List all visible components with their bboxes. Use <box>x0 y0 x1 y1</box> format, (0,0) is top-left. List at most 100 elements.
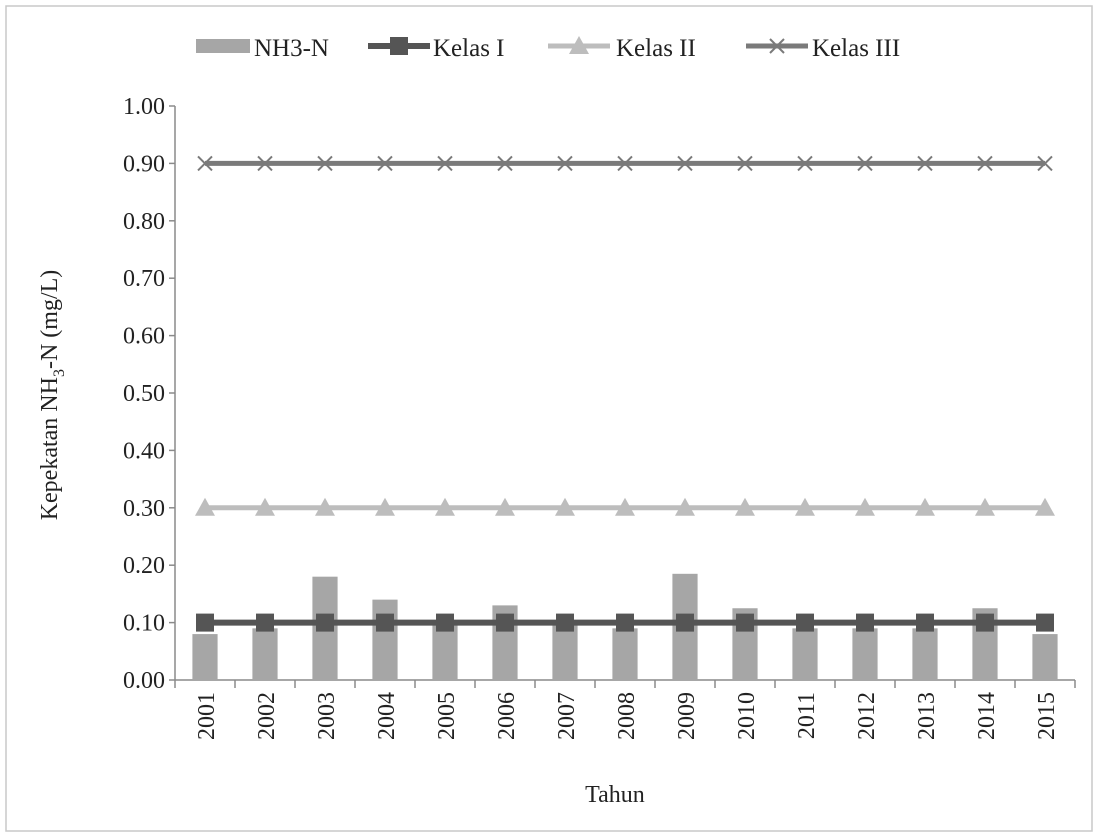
y-axis: 0.00 0.10 0.20 0.30 0.40 0.50 0.60 0.70 0.80 0.90… <box>123 94 176 694</box>
chart-border <box>5 5 1093 832</box>
marker-kelas-iii <box>317 155 333 172</box>
marker-kelas-ii <box>795 497 815 516</box>
marker-kelas-ii <box>975 497 995 516</box>
y-tick-label: 1.00 <box>123 94 165 120</box>
legend-marker-kelas1 <box>390 37 408 55</box>
y-tick-label: 0.00 <box>123 668 165 694</box>
legend-label-kelas3: Kelas III <box>812 35 900 62</box>
marker-kelas-i <box>376 613 394 632</box>
marker-kelas-ii <box>735 497 755 516</box>
x-tick-label: 2011 <box>794 692 820 739</box>
bar-nh3n <box>912 628 938 680</box>
marker-kelas-ii <box>915 497 935 516</box>
marker-kelas-iii <box>737 155 753 172</box>
y-tick-label: 0.80 <box>123 209 165 235</box>
marker-kelas-iii <box>497 155 513 172</box>
marker-kelas-ii <box>255 497 275 516</box>
x-tick-label: 2004 <box>374 692 400 740</box>
marker-kelas-ii <box>435 497 455 516</box>
bar-nh3n <box>372 599 398 680</box>
x-tick-label: 2006 <box>494 692 520 740</box>
legend-label-kelas1: Kelas I <box>433 35 505 62</box>
x-tick-label: 2015 <box>1034 692 1060 740</box>
bar-nh3n <box>1032 634 1058 680</box>
marker-kelas-ii <box>375 497 395 516</box>
x-tick-label: 2005 <box>434 692 460 740</box>
marker-kelas-i <box>556 613 574 632</box>
bar-nh3n <box>612 628 638 680</box>
bar-nh3n <box>192 634 218 680</box>
y-tick-label: 0.70 <box>123 266 165 292</box>
legend-label-kelas2: Kelas II <box>616 35 696 62</box>
marker-kelas-i <box>856 613 874 632</box>
x-tick-label: 2003 <box>314 692 340 740</box>
marker-kelas-iii <box>197 155 213 172</box>
x-tick-label: 2007 <box>554 692 580 740</box>
marker-kelas-ii <box>855 497 875 516</box>
marker-kelas-ii <box>555 497 575 516</box>
y-tick-label: 0.90 <box>123 151 165 177</box>
marker-kelas-iii <box>977 155 993 172</box>
bar-nh3n <box>552 622 578 680</box>
marker-kelas-i <box>1036 613 1054 632</box>
marker-kelas-iii <box>677 155 693 172</box>
y-tick-label: 0.20 <box>123 553 165 579</box>
marker-kelas-iii <box>857 155 873 172</box>
legend-label-nh3n: NH3-N <box>254 35 329 62</box>
x-tick-label: 2012 <box>854 692 880 740</box>
x-tick-label: 2009 <box>674 692 700 740</box>
y-axis-title: Kepekatan NH3-N (mg/L) <box>37 270 68 521</box>
legend: NH3-N Kelas I Kelas II Kelas III <box>196 35 900 62</box>
marker-kelas-i <box>796 613 814 632</box>
bar-nh3n <box>792 628 818 680</box>
y-tick-label: 0.50 <box>123 381 165 407</box>
y-axis-title-main: Kepekatan NH <box>37 377 63 520</box>
x-tick-label: 2014 <box>974 692 1000 740</box>
marker-kelas-iii <box>917 155 933 172</box>
bar-nh3n <box>852 628 878 680</box>
y-axis-title-rest: -N (mg/L) <box>37 270 63 369</box>
marker-kelas-ii <box>495 497 515 516</box>
marker-kelas-ii <box>195 497 215 516</box>
x-axis: 2001 2002 2003 2004 2005 2006 2007 2008 2009 2010… <box>174 679 1076 740</box>
marker-kelas-iii <box>437 155 453 172</box>
marker-kelas-ii <box>615 497 635 516</box>
series-nh3n-bars <box>192 573 1058 680</box>
marker-kelas-ii <box>675 497 695 516</box>
y-tick-label: 0.40 <box>123 438 165 464</box>
x-axis-title: Tahun <box>585 782 645 808</box>
marker-kelas-iii <box>797 155 813 172</box>
marker-kelas-i <box>616 613 634 632</box>
marker-kelas-iii <box>1037 155 1053 172</box>
marker-kelas-i <box>736 613 754 632</box>
x-tick-label: 2001 <box>194 692 220 740</box>
marker-kelas-i <box>676 613 694 632</box>
y-tick-label: 0.60 <box>123 324 165 350</box>
marker-kelas-i <box>316 613 334 632</box>
marker-kelas-iii <box>557 155 573 172</box>
marker-kelas-ii <box>315 497 335 516</box>
x-tick-label: 2010 <box>734 692 760 740</box>
legend-swatch-nh3n <box>196 39 250 53</box>
y-axis-title-subscript: 3 <box>51 369 68 377</box>
marker-kelas-i <box>976 613 994 632</box>
y-tick-label: 0.10 <box>123 611 165 637</box>
marker-kelas-iii <box>377 155 393 172</box>
marker-kelas-i <box>916 613 934 632</box>
marker-kelas-iii <box>617 155 633 172</box>
y-tick-label: 0.30 <box>123 496 165 522</box>
x-tick-label: 2002 <box>254 692 280 740</box>
legend-marker-kelas3 <box>769 38 785 54</box>
marker-kelas-i <box>256 613 274 632</box>
marker-kelas-iii <box>257 155 273 172</box>
marker-kelas-i <box>436 613 454 632</box>
x-tick-label: 2013 <box>914 692 940 740</box>
marker-kelas-ii <box>1035 497 1055 516</box>
bar-nh3n <box>432 622 458 680</box>
marker-kelas-i <box>496 613 514 632</box>
bar-nh3n <box>252 628 278 680</box>
x-tick-label: 2008 <box>614 692 640 740</box>
series-lines <box>195 155 1055 632</box>
marker-kelas-i <box>196 613 214 632</box>
